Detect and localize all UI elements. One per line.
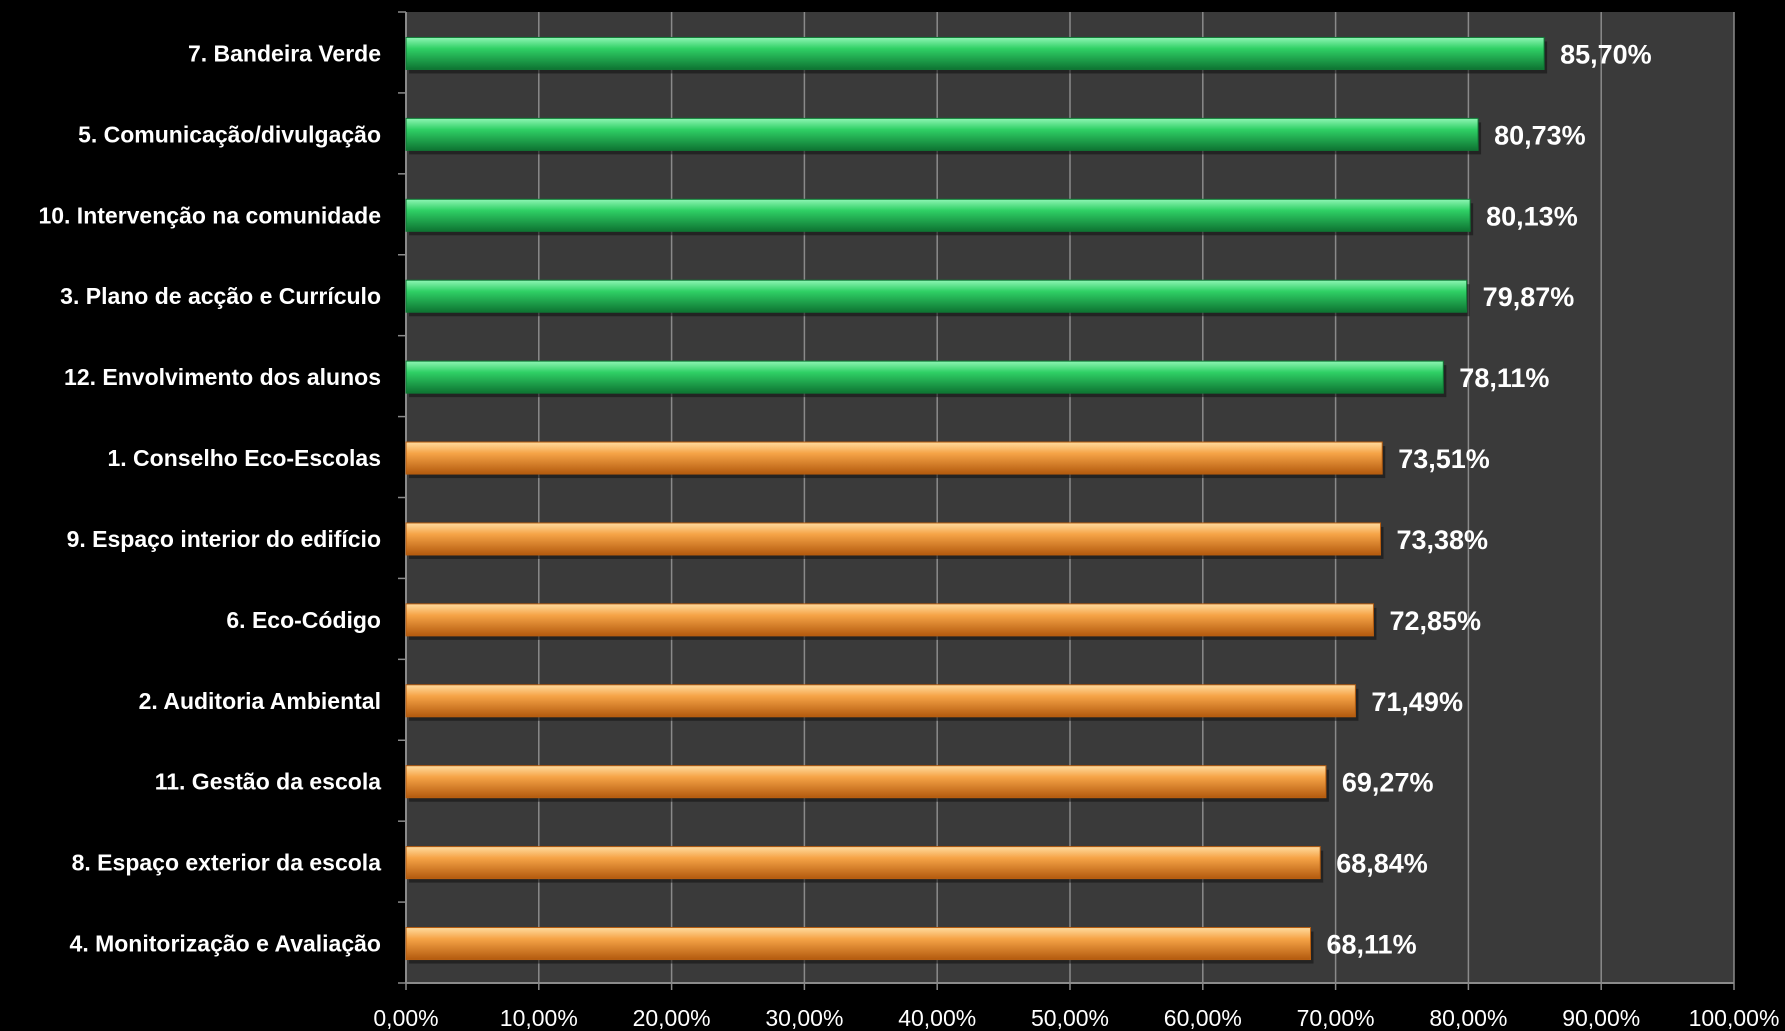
bar: [405, 522, 1381, 556]
x-tick-label: 50,00%: [1031, 1005, 1109, 1031]
value-label: 71,49%: [1371, 687, 1463, 717]
category-label: 8. Espaço exterior da escola: [72, 850, 382, 876]
bar: [405, 927, 1312, 961]
x-tick-label: 0,00%: [373, 1005, 438, 1031]
bar: [405, 198, 1471, 232]
category-label: 3. Plano de acção e Currículo: [60, 283, 381, 309]
x-tick-label: 100,00%: [1689, 1005, 1780, 1031]
value-label: 78,11%: [1459, 363, 1549, 393]
value-labels: 85,70% 80,73% 80,13% 79,87% 78,11% 73,51% 73,3…: [1327, 39, 1652, 959]
x-tick-label: 90,00%: [1562, 1005, 1640, 1031]
x-axis-ticks: 0,00% 10,00% 20,00% 30,00% 40,00% 50,00% 60,00…: [373, 983, 1779, 1031]
value-label: 73,51%: [1398, 444, 1490, 474]
gridlines: [398, 11, 1735, 984]
bar: [405, 684, 1356, 718]
category-label: 1. Conselho Eco-Escolas: [107, 445, 381, 471]
bar: [405, 360, 1444, 394]
value-label: 72,85%: [1389, 606, 1481, 636]
x-tick-label: 60,00%: [1164, 1005, 1242, 1031]
x-tick-label: 20,00%: [633, 1005, 711, 1031]
value-label: 68,84%: [1336, 849, 1428, 879]
x-tick-label: 80,00%: [1429, 1005, 1507, 1031]
x-tick-label: 70,00%: [1297, 1005, 1375, 1031]
category-label: 9. Espaço interior do edifício: [67, 526, 381, 552]
x-tick-label: 30,00%: [765, 1005, 843, 1031]
bar: [405, 603, 1374, 637]
category-label: 10. Intervenção na comunidade: [38, 202, 381, 228]
bars: [405, 36, 1548, 964]
value-label: 80,13%: [1486, 201, 1578, 231]
value-label: 85,70%: [1560, 39, 1652, 69]
value-label: 79,87%: [1483, 282, 1575, 312]
value-label: 68,11%: [1327, 930, 1417, 960]
category-label: 11. Gestão da escola: [155, 769, 382, 795]
category-label: 12. Envolvimento dos alunos: [64, 364, 381, 390]
bar: [405, 36, 1545, 70]
value-label: 80,73%: [1494, 120, 1586, 150]
category-label: 2. Auditoria Ambiental: [139, 688, 381, 714]
category-label: 7. Bandeira Verde: [188, 40, 381, 66]
category-labels: 7. Bandeira Verde 5. Comunicação/divulgaç…: [38, 40, 381, 956]
bar: [405, 279, 1468, 313]
category-label: 5. Comunicação/divulgação: [78, 121, 381, 147]
x-tick-label: 10,00%: [500, 1005, 578, 1031]
bar: [405, 117, 1479, 151]
category-label: 6. Eco-Código: [226, 607, 381, 633]
x-tick-label: 40,00%: [898, 1005, 976, 1031]
bar: [405, 441, 1383, 475]
bar: [405, 846, 1321, 880]
value-label: 69,27%: [1342, 768, 1434, 798]
bar: [405, 765, 1327, 799]
category-label: 4. Monitorização e Avaliação: [70, 931, 381, 957]
value-label: 73,38%: [1396, 525, 1488, 555]
